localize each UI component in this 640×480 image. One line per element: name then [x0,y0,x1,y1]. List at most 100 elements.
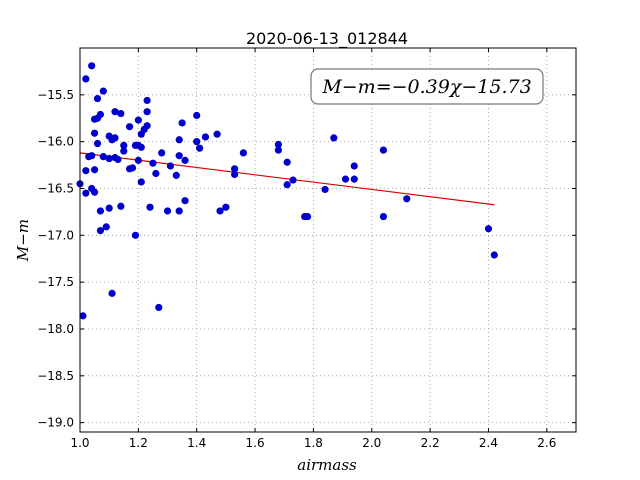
data-point [93,139,102,148]
data-point [120,141,128,150]
data-point [222,203,230,211]
x-tick-label: 2.6 [537,436,556,450]
data-point [350,175,358,183]
data-point [158,149,166,157]
data-point [175,136,183,144]
data-point [490,251,498,259]
data-point [82,189,90,197]
data-point [196,144,204,152]
y-tick-label: −19.0 [37,416,74,430]
data-point [163,207,172,215]
data-point [178,119,186,127]
data-point [175,152,183,160]
data-point [175,207,183,215]
data-point [134,116,142,124]
data-point [131,231,140,239]
data-point [96,227,105,235]
data-point [128,164,137,172]
data-point [166,162,175,170]
data-point [193,111,201,120]
y-tick-label: −16.5 [37,181,74,195]
chart-title: 2020-06-13_012844 [246,29,408,49]
y-tick-label: −17.0 [37,228,74,242]
data-point [93,94,102,103]
data-point [321,185,329,194]
x-tick-label: 2.0 [362,436,381,450]
data-point [181,156,189,164]
data-point [126,123,134,131]
data-point [114,155,122,164]
x-tick-label: 1.4 [187,436,206,450]
y-tick-label: −18.0 [37,322,74,336]
data-point [111,134,119,142]
data-point [79,312,87,320]
data-point [201,133,210,141]
data-point [231,165,239,173]
data-point [283,181,291,189]
data-point [231,170,239,179]
data-point [88,152,96,160]
data-point [105,204,113,212]
data-point [82,75,90,83]
data-point [341,175,350,183]
data-point [88,62,96,70]
x-tick-label: 1.8 [304,436,323,450]
data-point [99,87,107,95]
data-point [137,143,145,151]
x-tick-label: 1.6 [246,436,265,450]
y-tick-label: −16.0 [37,135,74,149]
ticks-layer: 1.0 1.2 1.4 1.6 1.8 2.0 2.2 2.4 2.6 −15.5 −16.0 −16… [37,48,576,450]
data-point [289,176,297,184]
data-point [120,147,128,155]
data-point [403,195,411,203]
data-point [143,122,151,130]
data-point [330,134,338,142]
data-point [303,212,312,221]
x-tick-label: 2.2 [421,436,440,450]
data-point [193,138,201,146]
data-point [117,109,125,118]
data-point [146,203,154,211]
data-point [134,156,142,164]
x-tick-label: 1.2 [129,436,148,450]
data-point [350,162,358,170]
fit-line-layer [79,152,495,206]
data-point [379,212,388,221]
data-points-layer [76,62,498,320]
data-point [90,129,99,137]
y-tick-label: −18.5 [37,369,74,383]
data-point [152,169,160,178]
fit-line [79,152,495,206]
fit-equation-text: M−m=−0.39χ−15.73 [321,76,531,98]
data-point [96,110,105,119]
data-point [213,130,221,138]
data-point [137,178,145,186]
y-axis-label: M−m [14,219,32,262]
data-point [239,149,247,157]
data-point [143,108,151,116]
data-point [283,158,291,166]
data-point [102,223,110,231]
plot-frame [79,47,577,433]
y-tick-label: −15.5 [37,88,74,102]
fit-equation-box: M−m=−0.39χ−15.73 [310,68,544,105]
y-tick-label: −17.5 [37,275,74,289]
data-point [149,159,157,167]
x-tick-label: 1.0 [70,436,89,450]
data-point [105,154,113,163]
data-point [172,171,180,179]
data-point [90,188,99,196]
data-point [111,108,119,116]
data-point [117,202,125,210]
data-point [143,96,151,105]
x-axis-label: airmass [297,456,357,474]
data-point [108,289,116,297]
data-point [274,140,282,149]
data-point [216,207,224,215]
data-point [484,225,493,233]
data-point [82,167,90,175]
data-point [90,166,99,174]
data-point [181,197,189,205]
grid-lines [79,48,576,432]
